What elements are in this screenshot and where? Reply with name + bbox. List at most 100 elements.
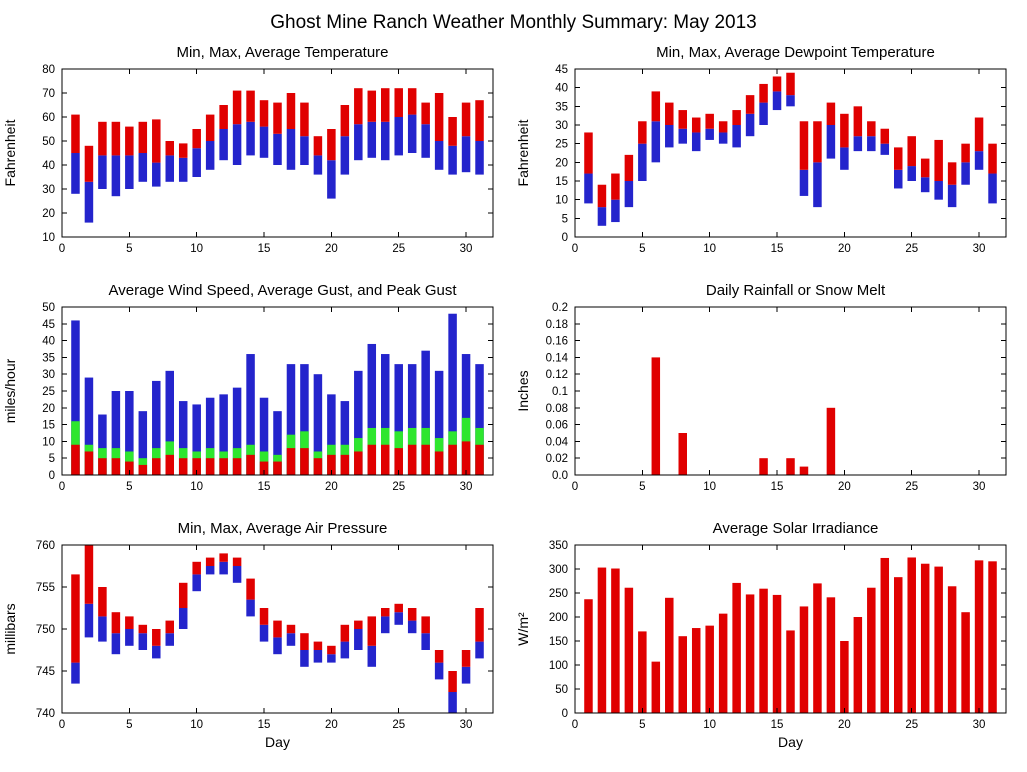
bar [84, 377, 94, 475]
y-axis-label: millibars [2, 603, 18, 654]
axis-text: 0 [572, 481, 578, 493]
y-axis-label: W/m² [515, 612, 531, 646]
bar [71, 574, 80, 663]
bar [152, 645, 161, 659]
axis-text: 45 [42, 319, 55, 331]
bar [354, 620, 363, 629]
bar [381, 121, 390, 161]
bar [327, 129, 336, 161]
bar [98, 121, 107, 156]
chart-solar: Average Solar Irradiance 0 5 10 15 20 25 30 0 50… [513, 516, 1026, 754]
axis-text: 0 [572, 719, 578, 731]
axis-text: 10 [703, 481, 716, 493]
bar [367, 121, 377, 158]
bar [759, 588, 768, 713]
axis-text: 15 [258, 481, 271, 493]
axes-frame [574, 68, 1007, 238]
bar [381, 354, 390, 475]
bar [475, 364, 484, 475]
bar [286, 633, 296, 646]
bar [974, 117, 984, 152]
bar [759, 102, 768, 125]
axes-frame [61, 68, 494, 238]
bar [286, 624, 296, 634]
axis-text: 25 [392, 243, 405, 255]
axis-text: 300 [549, 564, 568, 576]
bar [826, 125, 836, 159]
chart-title-dewpoint: Min, Max, Average Dewpoint Temperature [656, 44, 935, 61]
axis-text: 40 [42, 336, 55, 348]
bar [799, 121, 809, 170]
bar [165, 633, 174, 646]
bar [920, 177, 930, 193]
bar [813, 162, 822, 208]
bar [732, 110, 741, 125]
bar [138, 121, 148, 153]
bar [232, 124, 242, 165]
solar-plot: 0 5 10 15 20 25 30 0 50 100 150 200 250 300 350 Day W/m² [513, 540, 1026, 752]
axes-frame [61, 306, 494, 476]
bar [246, 121, 255, 156]
bar [597, 567, 607, 713]
axis-text: 80 [42, 64, 55, 76]
bar [165, 155, 174, 182]
bar [907, 166, 916, 181]
axis-text: 0.18 [546, 319, 568, 331]
bar [98, 616, 107, 642]
bar [705, 113, 714, 129]
bar [597, 184, 607, 208]
axis-text: 5 [49, 453, 55, 465]
axis-text: 25 [905, 481, 918, 493]
bar [367, 645, 377, 667]
bar [434, 370, 444, 475]
axis-text: 10 [703, 719, 716, 731]
bar [178, 458, 188, 475]
axis-text: 5 [639, 243, 645, 255]
bar [71, 153, 80, 194]
bar [651, 121, 661, 163]
bar [71, 444, 80, 475]
bar [273, 133, 282, 165]
y-axis-label: miles/hour [2, 358, 18, 423]
axis-text: 20 [42, 403, 55, 415]
axis-text: 70 [42, 88, 55, 100]
bar [732, 125, 741, 148]
bar [394, 603, 403, 613]
bar [678, 433, 687, 475]
bar [125, 391, 134, 475]
axis-text: 10 [555, 195, 568, 207]
bar [246, 354, 255, 475]
bar [407, 364, 417, 475]
bar [853, 106, 863, 137]
bar [165, 620, 174, 634]
axis-text: 5 [639, 719, 645, 731]
bar [205, 557, 215, 566]
bar [705, 128, 714, 140]
bar [907, 136, 916, 167]
bar [407, 620, 417, 634]
bar [246, 578, 255, 600]
bar [138, 464, 148, 475]
bar [327, 645, 336, 655]
bar [98, 587, 107, 617]
bar [772, 594, 782, 713]
axis-text: 740 [36, 708, 55, 720]
bar [259, 100, 269, 127]
bar [300, 448, 309, 475]
bar [853, 136, 863, 152]
chart-svg: 0 5 10 15 20 25 30 740 745 750 755 760 Day millibars [2, 540, 494, 750]
axis-text: 30 [973, 481, 986, 493]
bar [799, 606, 809, 713]
bar [219, 553, 228, 562]
bar [678, 128, 687, 144]
bar [786, 72, 795, 96]
bar [718, 121, 728, 133]
bar [448, 671, 457, 692]
x-axis-label: Day [265, 734, 290, 750]
bar [354, 629, 363, 650]
bar [651, 661, 661, 713]
bar [286, 364, 296, 475]
bar [125, 126, 134, 156]
temperature-plot: 0 5 10 15 20 25 30 10 20 30 40 50 60 70 80 Fahrenheit [0, 64, 513, 276]
dewpoint-plot: 0 5 10 15 20 25 30 0 5 10 15 20 25 30 35 40 45 Fahrenheit [513, 64, 1026, 276]
